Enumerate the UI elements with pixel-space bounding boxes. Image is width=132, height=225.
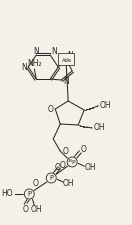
Text: N: N <box>21 63 27 72</box>
Text: Ade: Ade <box>62 58 72 63</box>
Circle shape <box>24 189 34 199</box>
Circle shape <box>67 157 77 167</box>
Text: N: N <box>67 52 73 61</box>
Text: OH: OH <box>99 101 111 110</box>
Text: HO: HO <box>2 189 13 198</box>
Text: N: N <box>51 47 57 56</box>
Text: ³³P: ³³P <box>68 160 76 164</box>
Text: NH₂: NH₂ <box>27 59 42 68</box>
Text: OH: OH <box>30 205 42 214</box>
Text: O: O <box>22 205 28 214</box>
Text: ·: · <box>90 123 93 133</box>
Text: O: O <box>47 104 53 113</box>
Text: O: O <box>62 148 68 157</box>
Text: P: P <box>49 175 53 181</box>
Circle shape <box>46 173 56 183</box>
Text: OH: OH <box>84 162 96 171</box>
Text: O: O <box>54 162 60 171</box>
Text: O: O <box>59 160 65 169</box>
Text: OH: OH <box>62 180 74 189</box>
Text: O: O <box>32 178 38 187</box>
FancyBboxPatch shape <box>58 52 74 65</box>
Text: N: N <box>63 76 69 86</box>
Text: P: P <box>27 191 31 197</box>
Text: OH: OH <box>93 124 105 133</box>
Text: N: N <box>33 47 39 56</box>
Text: O: O <box>80 144 86 153</box>
Text: ·: · <box>96 101 99 111</box>
